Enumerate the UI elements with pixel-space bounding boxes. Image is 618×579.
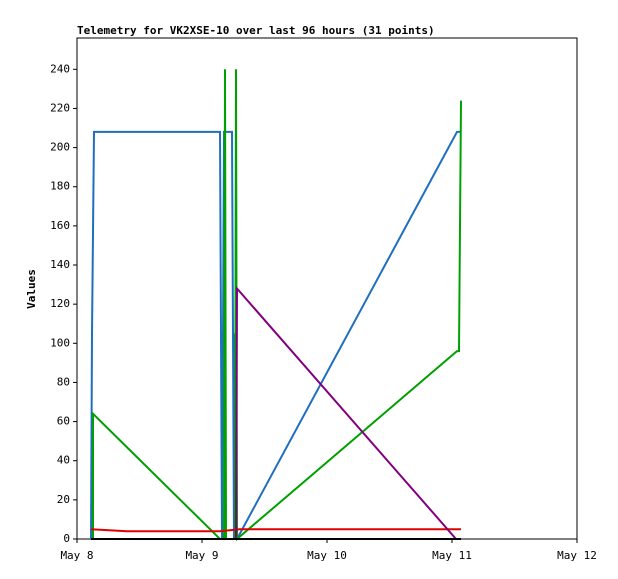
y-tick-label: 140 bbox=[50, 258, 70, 271]
y-tick-label: 20 bbox=[57, 493, 70, 506]
x-tick-label: May 12 bbox=[557, 549, 597, 562]
series-line bbox=[90, 130, 461, 540]
y-tick-label: 220 bbox=[50, 101, 70, 114]
x-tick-label: May 10 bbox=[307, 549, 347, 562]
y-tick-label: 160 bbox=[50, 219, 70, 232]
y-tick-label: 60 bbox=[57, 415, 70, 428]
y-tick-label: 100 bbox=[50, 336, 70, 349]
y-tick-label: 0 bbox=[63, 532, 70, 545]
y-tick-label: 240 bbox=[50, 62, 70, 75]
x-tick-label: May 11 bbox=[432, 549, 472, 562]
y-tick-label: 200 bbox=[50, 141, 70, 154]
chart-title: Telemetry for VK2XSE-10 over last 96 hou… bbox=[77, 24, 435, 37]
y-tick-label: 40 bbox=[57, 454, 70, 467]
x-tick-label: May 9 bbox=[185, 549, 218, 562]
x-tick-label: May 8 bbox=[60, 549, 93, 562]
y-tick-label: 180 bbox=[50, 180, 70, 193]
y-axis-label: Values bbox=[25, 269, 38, 309]
series-line bbox=[235, 285, 457, 540]
plot-frame bbox=[76, 37, 578, 540]
series-line bbox=[90, 528, 461, 533]
series-line bbox=[92, 69, 462, 542]
y-tick-label: 120 bbox=[50, 297, 70, 310]
y-tick-label: 80 bbox=[57, 375, 70, 388]
